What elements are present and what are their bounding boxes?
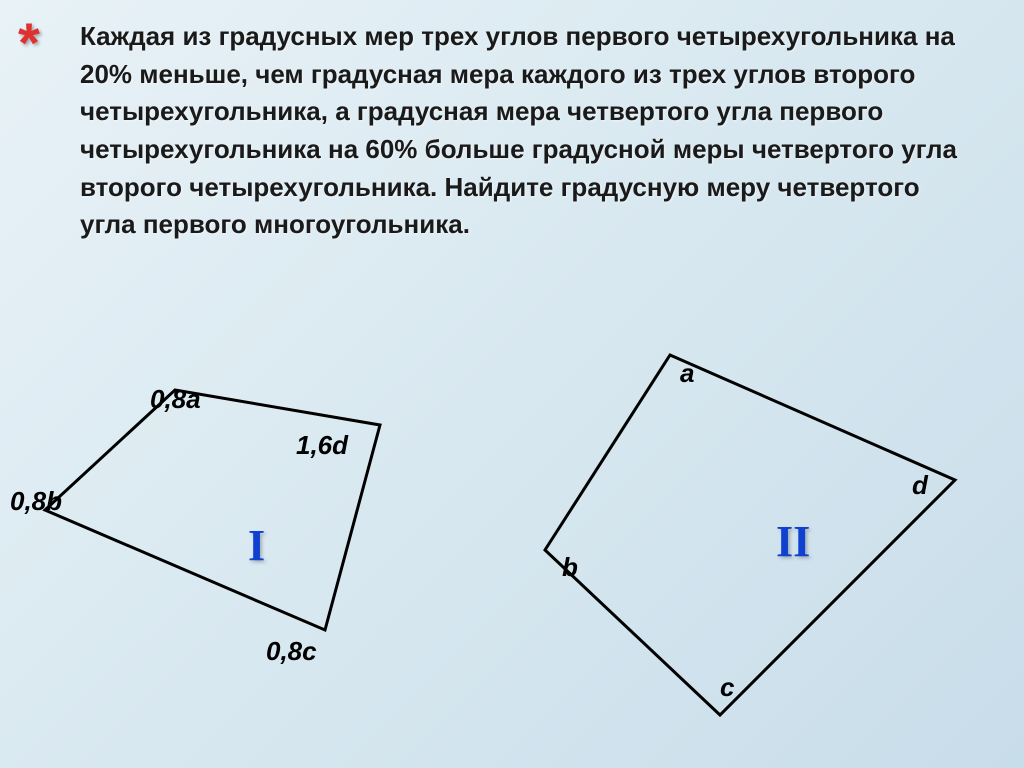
quad2-angle-left: b (562, 552, 578, 583)
diagram-area: 0,8a 1,6d 0,8b 0,8c I a d b c II (0, 340, 1024, 760)
quad-2-shape (545, 355, 955, 715)
problem-statement: Каждая из градусных мер трех углов перво… (80, 18, 974, 244)
quad1-angle-left: 0,8b (10, 486, 62, 517)
quad-1-shape (45, 390, 380, 630)
quad1-angle-right: 1,6d (296, 430, 348, 461)
quad1-angle-bottom: 0,8c (266, 636, 317, 667)
quad2-angle-bottom: c (720, 672, 734, 703)
quad1-roman: I (248, 520, 265, 571)
quad2-angle-top: a (680, 358, 694, 389)
asterisk-marker: * (18, 10, 40, 75)
quad2-angle-right: d (912, 470, 928, 501)
quad2-roman: II (776, 516, 810, 567)
quad1-angle-top: 0,8a (150, 384, 201, 415)
